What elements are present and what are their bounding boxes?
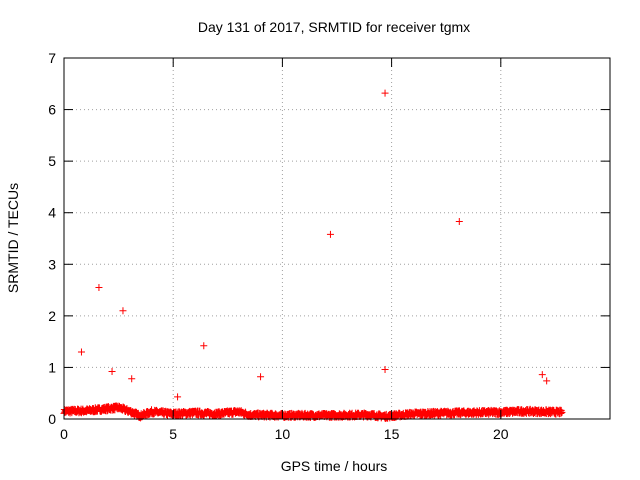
x-axis-label: GPS time / hours xyxy=(281,458,388,474)
outlier-point xyxy=(95,283,103,291)
y-tick-label: 2 xyxy=(48,308,56,324)
x-tick-label: 5 xyxy=(169,426,177,442)
y-tick-label: 0 xyxy=(48,411,56,427)
y-axis-label: SRMTID / TECUs xyxy=(5,183,21,293)
outlier-point xyxy=(200,342,208,350)
outlier-point xyxy=(455,217,463,225)
outlier-point xyxy=(128,375,136,383)
outlier-point xyxy=(538,371,546,379)
y-tick-label: 3 xyxy=(48,256,56,272)
grid-lines xyxy=(64,58,610,419)
y-tick-label: 1 xyxy=(48,359,56,375)
y-tick-label: 7 xyxy=(48,50,56,66)
outlier-point xyxy=(174,393,182,401)
x-tick-label: 10 xyxy=(275,426,291,442)
axis-ticks: 0 5 10 15 20 0 1 2 3 4 5 6 7 xyxy=(48,50,610,442)
outlier-point xyxy=(77,348,85,356)
y-tick-label: 5 xyxy=(48,153,56,169)
data-points xyxy=(60,89,566,422)
outlier-point xyxy=(108,368,116,376)
y-tick-label: 4 xyxy=(48,205,56,221)
x-tick-label: 15 xyxy=(384,426,400,442)
outlier-point xyxy=(119,307,127,315)
chart-title: Day 131 of 2017, SRMTID for receiver tgm… xyxy=(198,19,470,35)
x-tick-label: 20 xyxy=(493,426,509,442)
outlier-point xyxy=(543,377,551,385)
x-tick-label: 0 xyxy=(60,426,68,442)
outlier-point xyxy=(381,365,389,373)
baseline-point xyxy=(558,408,566,416)
outlier-point xyxy=(381,89,389,97)
outlier-point xyxy=(257,373,265,381)
plot-frame xyxy=(63,57,611,420)
y-tick-label: 6 xyxy=(48,102,56,118)
outlier-point xyxy=(326,230,334,238)
